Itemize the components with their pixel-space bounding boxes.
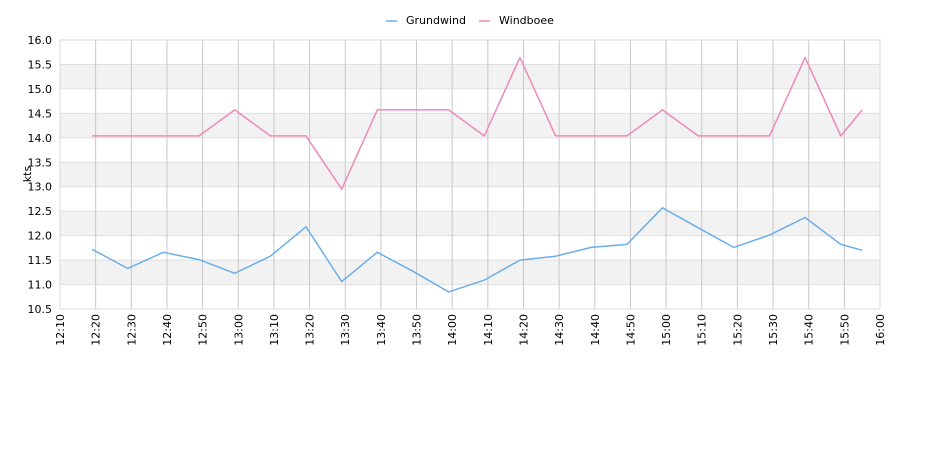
background-band: [60, 162, 880, 187]
x-tick-label: 12:10: [54, 314, 67, 346]
x-tick-labels: 12:10 12:20 12:30 12:40 12:50 13:00 13:10 13:20…: [54, 314, 887, 346]
x-tick-label: 13:40: [375, 314, 388, 346]
x-tick-label: 15:30: [767, 314, 780, 346]
x-tick-label: 15:50: [838, 314, 851, 346]
y-tick-label: 14.5: [28, 107, 53, 120]
x-tick-label: 13:30: [339, 314, 352, 346]
plot-background-bands: [60, 64, 880, 285]
x-tick-label: 16:00: [874, 314, 887, 346]
y-tick-label: 12.5: [28, 205, 53, 218]
y-tick-label: 16.0: [28, 34, 53, 47]
series-line-grundwind: [91, 207, 863, 293]
x-tick-label: 13:20: [304, 314, 317, 346]
x-tick-label: 13:10: [268, 314, 281, 346]
x-tick-label: 13:00: [232, 314, 245, 346]
y-tick-label: 15.0: [28, 83, 53, 96]
x-tick-label: 14:40: [589, 314, 602, 346]
x-tick-label: 12:40: [161, 314, 174, 346]
x-tick-label: 13:50: [411, 314, 424, 346]
x-tick-label: 14:50: [624, 314, 637, 346]
x-tick-label: 14:10: [482, 314, 495, 346]
x-tick-label: 15:40: [803, 314, 816, 346]
background-band: [60, 260, 880, 285]
y-tick-label: 11.0: [28, 279, 53, 292]
y-tick-label: 14.0: [28, 132, 53, 145]
x-tick-label: 14:20: [517, 314, 530, 346]
legend: Grundwind Windboee: [386, 14, 554, 27]
x-tick-label: 12:20: [90, 314, 103, 346]
plot-border: [59, 39, 881, 310]
background-band: [60, 64, 880, 89]
legend-label: Grundwind: [406, 14, 466, 27]
y-tick-label: 10.5: [28, 303, 53, 316]
y-tick-label: 13.5: [28, 156, 53, 169]
x-tick-label: 14:30: [553, 314, 566, 346]
x-tick-label: 14:00: [446, 314, 459, 346]
axes: [59, 39, 881, 310]
legend-label: Windboee: [499, 14, 554, 27]
x-tick-label: 12:50: [197, 314, 210, 346]
x-tick-label: 15:20: [731, 314, 744, 346]
series-line-windboee: [92, 56, 863, 190]
y-tick-labels: 10.5 11.0 11.5 12.0 12.5 13.0 13.5 14.0 14.5 15.0…: [28, 34, 53, 316]
y-tick-label: 15.5: [28, 58, 53, 71]
y-axis-label: kts: [21, 166, 34, 183]
x-tick-label: 15:10: [696, 314, 709, 346]
series-lines: [91, 56, 863, 293]
y-tick-label: 13.0: [28, 181, 53, 194]
x-tick-label: 15:00: [660, 314, 673, 346]
y-tick-label: 11.5: [28, 254, 53, 267]
x-tick-label: 12:30: [125, 314, 138, 346]
y-tick-label: 12.0: [28, 230, 53, 243]
background-band: [60, 211, 880, 236]
